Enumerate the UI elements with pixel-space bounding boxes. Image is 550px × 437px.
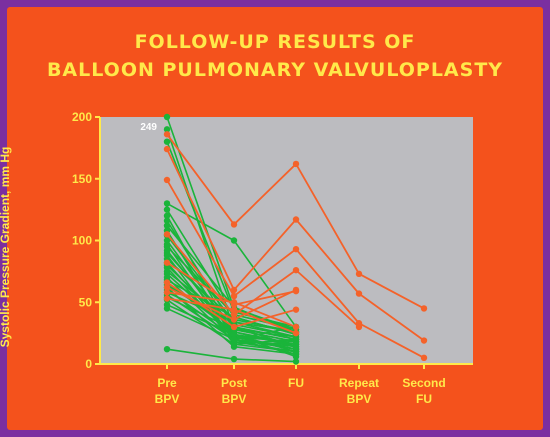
green-patient-series-point xyxy=(163,305,171,312)
orange-patient-series-point xyxy=(355,270,363,278)
y-tick-label: 200 xyxy=(72,110,92,124)
orange-patient-series-point xyxy=(292,160,300,168)
green-patient-series-point xyxy=(230,341,238,348)
orange-patient-series-point xyxy=(163,284,171,291)
orange-patient-series-point xyxy=(355,323,363,331)
green-patient-series-point xyxy=(292,348,300,355)
orange-patient-series-point xyxy=(230,292,238,300)
x-tick-label: Repeat xyxy=(339,376,379,390)
orange-patient-series-point xyxy=(163,259,171,266)
orange-patient-series xyxy=(163,145,428,344)
green-patient-series-point xyxy=(163,222,171,229)
green-patient-series xyxy=(163,305,300,350)
orange-patient-series xyxy=(163,289,300,331)
orange-patient-series-point xyxy=(163,145,171,153)
x-tick-label: BPV xyxy=(347,392,372,406)
orange-patient-series-point xyxy=(420,354,428,362)
green-patient-series-point xyxy=(230,336,238,343)
orange-patient-series xyxy=(163,231,363,331)
orange-patient-series xyxy=(163,295,300,337)
orange-patient-series-point xyxy=(230,221,238,228)
green-patient-series-point xyxy=(163,217,171,224)
orange-patient-series-point xyxy=(292,323,300,331)
orange-patient-series-point xyxy=(230,299,238,306)
orange-patient-series-point xyxy=(163,231,171,238)
green-patient-series-point xyxy=(163,200,171,207)
orange-patient-series-point xyxy=(292,216,300,223)
orange-patient-series-point xyxy=(292,245,300,253)
chart-title-line-1: FOLLOW-UP RESULTS OF xyxy=(134,31,416,53)
orange-patient-series-point xyxy=(355,290,363,297)
y-tick-label: 150 xyxy=(72,172,92,186)
orange-patient-series-point xyxy=(420,337,428,344)
y-tick-label: 0 xyxy=(85,357,92,371)
y-tick-label: 50 xyxy=(79,295,93,309)
green-patient-series-point xyxy=(163,126,171,133)
green-patient-series-point xyxy=(230,355,238,363)
y-tick-label: 100 xyxy=(72,234,92,248)
x-tick-label: BPV xyxy=(155,392,180,406)
orange-patient-series-point xyxy=(292,306,300,313)
x-tick-label: FU xyxy=(288,376,304,390)
x-tick-label: FU xyxy=(416,392,432,406)
orange-patient-series-point xyxy=(163,295,171,302)
orange-patient-series-point xyxy=(292,286,300,294)
orange-patient-series xyxy=(163,284,300,323)
x-tick-label: Pre xyxy=(157,376,177,390)
green-patient-series-point xyxy=(163,138,171,145)
green-patient-series-point xyxy=(230,331,238,338)
green-patient-series-point xyxy=(163,345,171,353)
orange-patient-series-point xyxy=(230,316,238,323)
orange-patient-series-point xyxy=(230,306,238,313)
orange-patient-series-point xyxy=(163,279,171,286)
green-patient-series xyxy=(163,345,300,365)
green-patient-series-point xyxy=(163,113,171,121)
x-tick-label: Second xyxy=(402,376,445,390)
green-patient-series-point xyxy=(230,237,238,244)
orange-patient-series-point xyxy=(163,131,171,138)
orange-patient-series-point xyxy=(292,266,300,274)
green-patient-series-point xyxy=(292,343,300,350)
orange-patient-series-point xyxy=(230,286,238,294)
orange-patient-series xyxy=(163,176,428,362)
orange-patient-series-point xyxy=(230,323,238,331)
chart-title-line-2: BALLOON PULMONARY VALVULOPLASTY xyxy=(46,59,504,81)
x-tick-label: Post xyxy=(221,376,247,390)
orange-patient-series-point xyxy=(163,176,171,184)
slide-background: FOLLOW-UP RESULTS OF BALLOON PULMONARY V… xyxy=(0,7,543,430)
orange-patient-series xyxy=(163,131,428,312)
line-chart: 0 50 100 150 200 Pre BPV Post BPV FU Repeat BPV Seco… xyxy=(72,110,473,406)
green-patient-series-point xyxy=(163,206,171,213)
orange-patient-series-line xyxy=(166,233,360,328)
orange-patient-series-point xyxy=(230,311,238,318)
orange-patient-series-point xyxy=(420,305,428,312)
x-tick-label: BPV xyxy=(222,392,247,406)
orange-patient-series-point xyxy=(292,329,300,337)
annotation-label: 249 xyxy=(140,122,157,133)
green-patient-series-point xyxy=(163,212,171,219)
orange-patient-series-point xyxy=(163,289,171,296)
green-patient-series-point xyxy=(292,358,300,365)
